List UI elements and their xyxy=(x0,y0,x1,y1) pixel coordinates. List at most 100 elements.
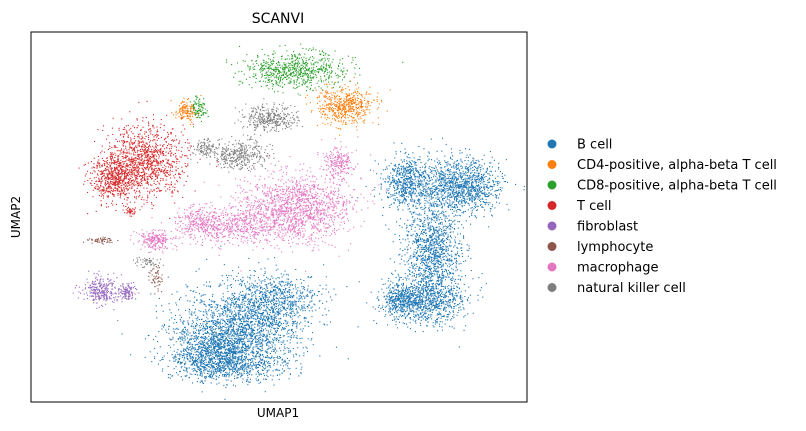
data-point xyxy=(195,337,197,339)
data-point xyxy=(449,186,451,188)
data-point xyxy=(168,328,170,330)
data-point xyxy=(202,327,204,329)
data-point xyxy=(207,354,209,356)
data-point xyxy=(231,352,233,354)
data-point xyxy=(237,312,239,314)
data-point xyxy=(325,276,327,278)
data-point xyxy=(306,296,308,298)
data-point xyxy=(234,360,236,362)
data-point xyxy=(290,281,292,283)
data-point xyxy=(266,369,268,371)
data-point xyxy=(419,167,421,169)
data-point xyxy=(314,304,316,306)
data-point xyxy=(425,170,427,172)
data-point xyxy=(254,292,256,294)
data-point xyxy=(216,355,218,357)
data-point xyxy=(233,305,235,307)
data-point xyxy=(223,363,225,365)
data-point xyxy=(262,325,264,327)
data-point xyxy=(175,356,177,358)
data-point xyxy=(204,364,206,366)
data-point xyxy=(221,326,223,328)
data-point xyxy=(446,162,448,164)
data-point xyxy=(219,353,221,355)
data-point xyxy=(260,313,262,315)
data-point xyxy=(454,173,456,175)
data-point xyxy=(477,159,479,161)
data-point xyxy=(249,269,251,271)
data-point xyxy=(252,305,254,307)
data-point xyxy=(174,332,176,334)
data-point xyxy=(209,328,211,330)
point-cluster xyxy=(423,148,525,228)
data-point xyxy=(194,361,196,363)
data-point xyxy=(434,191,436,193)
data-point xyxy=(295,325,297,327)
data-point xyxy=(267,278,269,280)
data-point xyxy=(425,162,427,164)
data-point xyxy=(457,201,459,203)
data-point xyxy=(227,345,229,347)
data-point xyxy=(264,368,266,370)
data-point xyxy=(249,378,251,380)
data-point xyxy=(199,345,201,347)
data-point xyxy=(179,332,181,334)
data-point xyxy=(431,188,433,190)
data-point xyxy=(291,308,293,310)
data-point xyxy=(275,323,277,325)
data-point xyxy=(238,306,240,308)
data-point xyxy=(204,356,206,358)
data-point xyxy=(273,319,275,321)
data-point xyxy=(394,182,396,184)
data-point xyxy=(234,310,236,312)
data-point xyxy=(219,343,221,345)
data-point xyxy=(253,330,255,332)
data-point xyxy=(452,183,454,185)
data-point xyxy=(306,305,308,307)
data-point xyxy=(251,321,253,323)
data-point xyxy=(154,356,156,358)
data-point xyxy=(303,318,305,320)
data-point xyxy=(196,360,198,362)
data-point xyxy=(218,327,220,329)
data-point xyxy=(230,332,232,334)
data-point xyxy=(208,335,210,337)
data-point xyxy=(487,187,489,189)
data-point xyxy=(233,351,235,353)
data-point xyxy=(212,333,214,335)
data-point xyxy=(209,361,211,363)
data-point xyxy=(216,345,218,347)
data-point xyxy=(262,340,264,342)
data-point xyxy=(221,322,223,324)
data-point xyxy=(206,316,208,318)
data-point xyxy=(455,168,457,170)
data-point xyxy=(173,368,175,370)
data-point xyxy=(236,322,238,324)
data-point xyxy=(288,301,290,303)
data-point xyxy=(273,290,275,292)
data-point xyxy=(222,364,224,366)
data-point xyxy=(212,293,214,295)
data-point xyxy=(186,369,188,371)
data-point xyxy=(280,293,282,295)
data-point xyxy=(272,310,274,312)
data-point xyxy=(469,193,471,195)
data-point xyxy=(404,202,406,204)
data-point xyxy=(227,285,229,287)
data-point xyxy=(231,293,233,295)
data-point xyxy=(459,176,461,178)
data-point xyxy=(426,184,428,186)
data-point xyxy=(437,170,439,172)
data-point xyxy=(261,299,263,301)
data-point xyxy=(258,364,260,366)
data-point xyxy=(193,340,195,342)
data-point xyxy=(244,331,246,333)
data-point xyxy=(219,283,221,285)
data-point xyxy=(296,335,298,337)
data-point xyxy=(250,326,252,328)
data-point xyxy=(241,347,243,349)
data-point xyxy=(274,295,276,297)
data-point xyxy=(176,372,178,374)
data-point xyxy=(258,340,260,342)
data-point xyxy=(260,323,262,325)
